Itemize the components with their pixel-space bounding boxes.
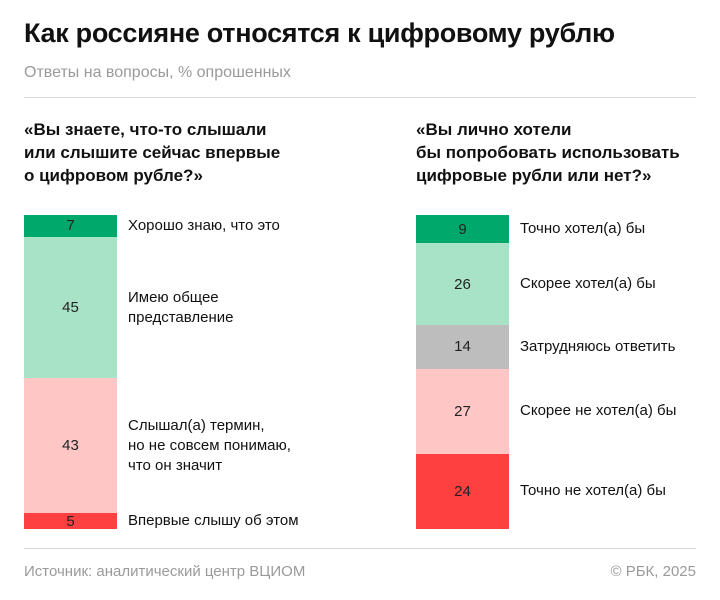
stacked-bar-willingness: 9 26 14 27 24: [416, 215, 509, 529]
bottom-divider: [24, 548, 696, 549]
bar-segment: 7: [24, 215, 117, 237]
category-label: Впервые слышу об этом: [128, 512, 299, 530]
category-label: Точно не хотел(а) бы: [520, 482, 666, 500]
question-left: «Вы знаете, что-то слышали или слышите с…: [24, 120, 281, 185]
bar-segment: 27: [416, 368, 509, 454]
category-label: Имею общее представление: [128, 288, 234, 326]
data-label: 9: [458, 220, 467, 238]
data-label: 7: [66, 217, 75, 235]
data-label: 14: [454, 338, 471, 356]
category-label: Хорошо знаю, что это: [128, 216, 280, 234]
data-label: 5: [66, 512, 75, 530]
top-divider: [24, 97, 696, 98]
bar-segment: 5: [24, 512, 117, 530]
bar-segment: 9: [416, 215, 509, 244]
data-label: 27: [454, 402, 471, 420]
subtitle: Ответы на вопросы, % опрошенных: [24, 64, 291, 81]
bar-segment: 26: [416, 243, 509, 325]
category-label: Скорее хотел(а) бы: [520, 275, 656, 293]
page-title: Как россияне относятся к цифровому рублю: [24, 18, 615, 48]
category-label: Скорее не хотел(а) бы: [520, 402, 677, 420]
data-label: 43: [62, 437, 79, 455]
data-label: 45: [62, 299, 79, 317]
data-label: 24: [454, 482, 471, 500]
bar-segment: 43: [24, 378, 117, 514]
bar-segment: 14: [416, 324, 509, 369]
bar-segment: 45: [24, 236, 117, 379]
data-label: 26: [454, 275, 471, 293]
source-note: Источник: аналитический центр ВЦИОМ: [24, 563, 306, 580]
stacked-bar-awareness: 7 45 43 5: [24, 215, 117, 530]
category-label: Затрудняюсь ответить: [520, 337, 676, 355]
bar-segment: 24: [416, 453, 509, 529]
copyright: © РБК, 2025: [610, 563, 696, 580]
category-label: Точно хотел(а) бы: [520, 220, 646, 238]
category-label: Слышал(а) термин, но не совсем понимаю, …: [128, 416, 291, 474]
question-right: «Вы лично хотели бы попробовать использо…: [416, 120, 680, 185]
